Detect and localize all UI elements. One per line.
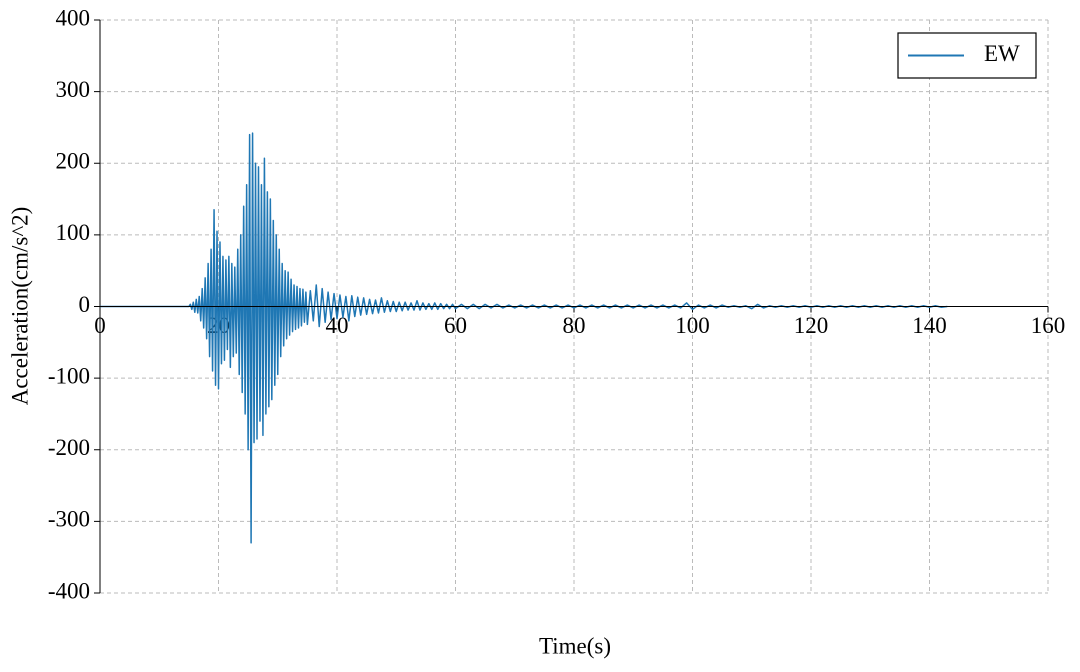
y-tick-label: -200 [48,435,90,460]
y-axis-label: Acceleration(cm/s^2) [7,207,32,406]
x-tick-label: 140 [912,313,947,338]
series-line [100,132,948,544]
y-tick-label: -400 [48,578,90,603]
x-axis-label: Time(s) [539,633,611,658]
x-tick-label: 160 [1031,313,1066,338]
legend: EW [897,32,1037,79]
y-tick-label: -100 [48,363,90,388]
y-tick-label: -300 [48,507,90,532]
y-tick-label: 100 [56,220,91,245]
y-tick-label: 0 [79,292,91,317]
x-tick-label: 80 [563,313,586,338]
y-tick-label: 300 [56,77,91,102]
y-tick-label: 200 [56,149,91,174]
x-tick-label: 60 [444,313,467,338]
x-tick-label: 120 [794,313,829,338]
y-tick-label: 400 [56,5,91,30]
legend-label: EW [984,41,1020,66]
x-tick-label: 100 [675,313,710,338]
